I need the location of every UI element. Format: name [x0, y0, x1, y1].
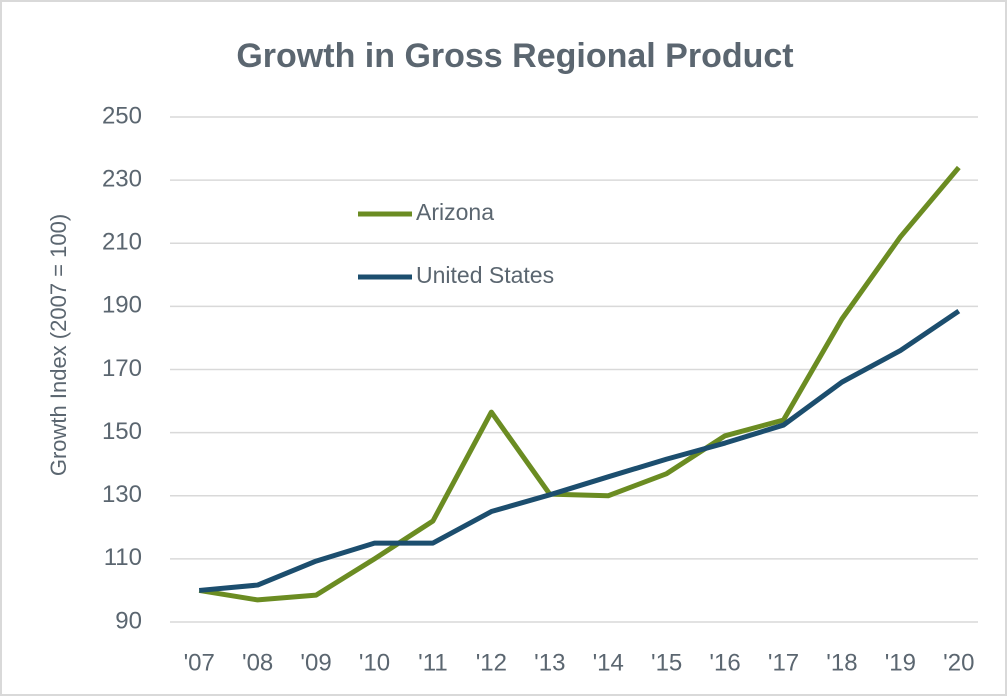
- x-tick-label: '14: [593, 649, 624, 676]
- y-axis-title: Growth Index (2007 = 100): [46, 214, 71, 476]
- x-tick-label: '15: [651, 649, 682, 676]
- x-tick-label: '08: [242, 649, 273, 676]
- series-line: [198, 165, 961, 603]
- x-tick-label: '07: [184, 649, 215, 676]
- y-tick-label: 130: [102, 481, 142, 508]
- legend-label: Arizona: [416, 199, 494, 225]
- x-tick-label: '17: [768, 649, 799, 676]
- x-tick-label: '20: [943, 649, 974, 676]
- x-tick-label: '18: [826, 649, 857, 676]
- y-tick-label: 170: [102, 355, 142, 382]
- y-tick-label: 110: [104, 544, 142, 571]
- x-tick-label: '11: [418, 649, 448, 676]
- y-tick-label: 230: [102, 165, 142, 192]
- y-tick-label: 190: [102, 292, 142, 319]
- series-line: [198, 309, 961, 593]
- y-tick-label: 250: [102, 102, 142, 129]
- x-tick-label: '12: [476, 649, 507, 676]
- x-tick-label: '13: [534, 649, 565, 676]
- chart-title: Growth in Gross Regional Product: [236, 37, 793, 75]
- y-tick-label: 150: [102, 418, 142, 445]
- y-tick-label: 90: [115, 607, 142, 634]
- legend-label: United States: [416, 262, 554, 288]
- x-tick-label: '16: [709, 649, 740, 676]
- x-tick-label: '19: [885, 649, 916, 676]
- x-tick-label: '09: [300, 649, 331, 676]
- y-tick-label: 210: [102, 229, 142, 256]
- x-tick-label: '10: [359, 649, 390, 676]
